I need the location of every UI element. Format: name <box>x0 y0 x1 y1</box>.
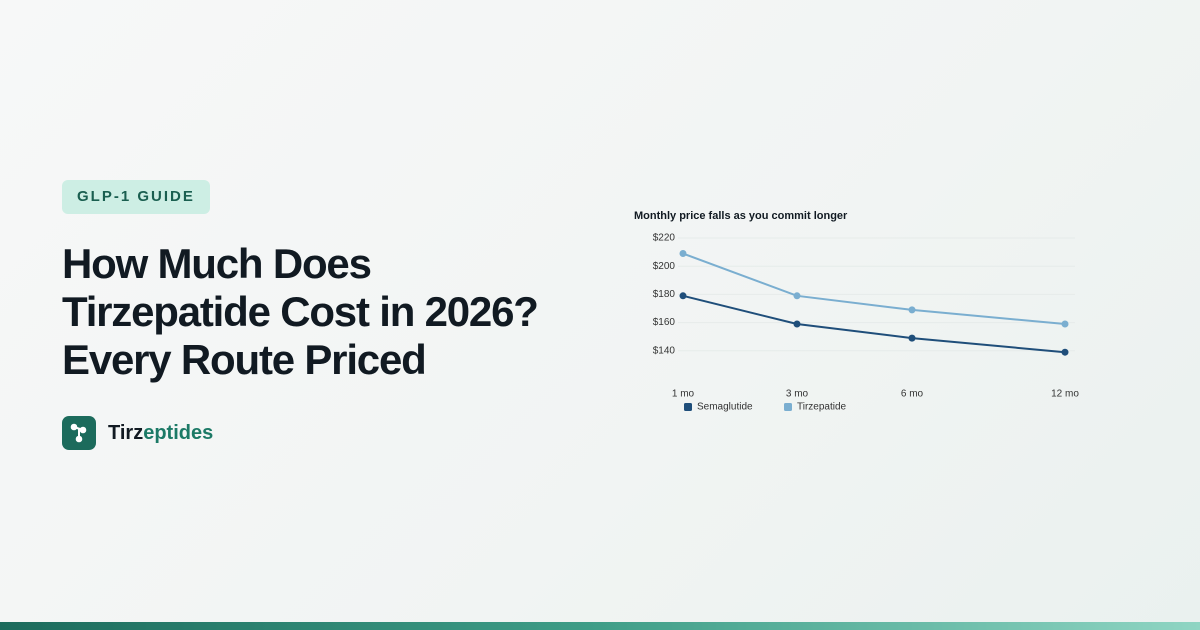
brand-part: Tirz <box>108 422 144 444</box>
badge: GLP-1 GUIDE <box>62 180 210 214</box>
point <box>679 292 687 300</box>
point <box>793 292 801 300</box>
legend-label: Tirzepatide <box>797 402 847 413</box>
headline-line: Every Route Priced <box>62 336 427 383</box>
point <box>793 320 801 328</box>
legend-label: Semaglutide <box>697 402 753 413</box>
y-tick-label: $160 <box>653 317 676 328</box>
point <box>908 306 916 314</box>
x-tick-label: 6 mo <box>901 389 924 400</box>
point <box>1061 320 1069 328</box>
headline-line: Tirzepatide Cost in 2026? <box>62 288 539 335</box>
chart-title: Monthly price falls as you commit longer <box>634 210 848 222</box>
point <box>1061 348 1069 356</box>
y-tick-label: $220 <box>653 233 676 244</box>
legend-swatch <box>784 403 792 411</box>
y-tick-label: $140 <box>653 345 676 356</box>
series-line <box>682 252 1066 326</box>
brand-part: eptides <box>143 422 214 444</box>
accent-bar <box>0 622 1200 630</box>
point <box>679 250 687 258</box>
point <box>908 334 916 342</box>
y-tick-label: $200 <box>653 261 676 272</box>
brand: Tirzeptides <box>108 422 213 445</box>
legend-swatch <box>684 403 692 411</box>
x-tick-label: 3 mo <box>786 389 809 400</box>
x-tick-label: 12 mo <box>1051 389 1079 400</box>
x-tick-label: 1 mo <box>672 389 695 400</box>
y-tick-label: $180 <box>653 289 676 300</box>
headline-line: How Much Does <box>62 240 372 287</box>
series-line <box>682 294 1066 354</box>
headline: How Much Does Tirzepatide Cost in 2026? … <box>62 240 539 384</box>
logo <box>62 416 96 450</box>
